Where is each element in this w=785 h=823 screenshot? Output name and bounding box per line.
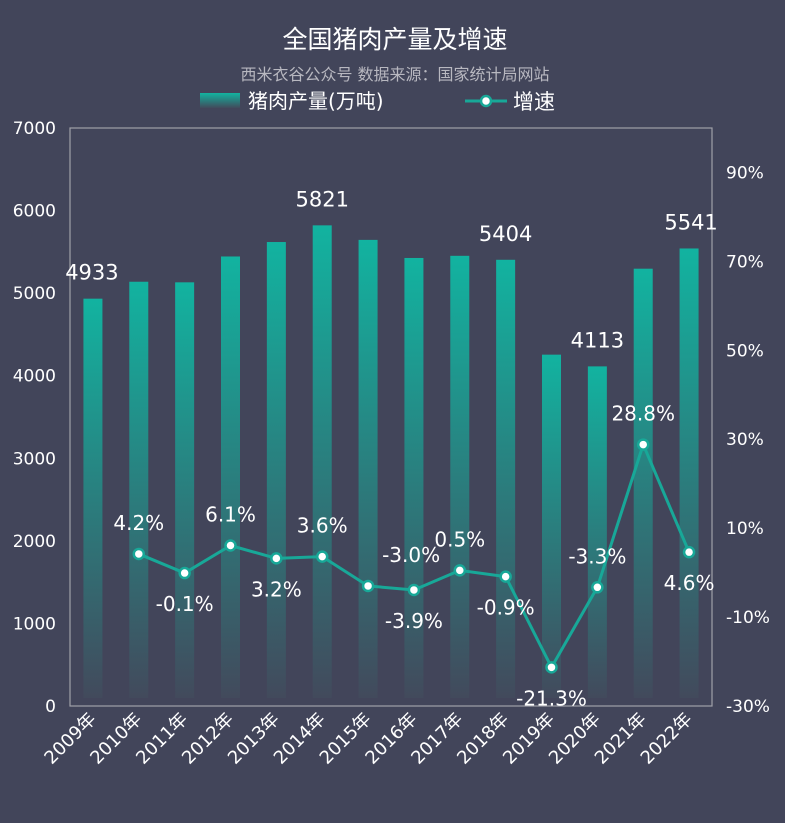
growth-label: 3.6%	[297, 514, 348, 538]
bar-2012年	[221, 256, 240, 698]
growth-label: 3.2%	[251, 577, 302, 601]
growth-label: -3.3%	[568, 544, 626, 568]
growth-point-2013年	[270, 552, 283, 565]
y-right-tick-label: 10%	[726, 519, 764, 539]
growth-point-2011年	[178, 566, 191, 580]
y-left-tick-label: 4000	[13, 367, 56, 387]
growth-label: 6.1%	[205, 502, 256, 526]
bar-2009年	[83, 298, 103, 698]
growth-label: -0.1%	[156, 592, 214, 616]
x-tick-label: 2022年	[637, 709, 697, 769]
y-left-tick-label: 5000	[13, 284, 56, 304]
y-right-tick-label: 90%	[726, 163, 764, 183]
y-left-tick-label: 3000	[13, 449, 56, 469]
legend-line-label: 增速	[513, 90, 555, 114]
bar-2022年	[679, 248, 699, 698]
bar-2017年	[450, 255, 470, 699]
growth-point-2015年	[361, 579, 375, 593]
growth-point-2022年	[682, 545, 696, 559]
legend-bar-swatch	[200, 93, 240, 108]
bar-2014年	[312, 225, 332, 698]
bar-value-label: 5821	[295, 187, 348, 211]
bar-2021年	[633, 268, 653, 698]
legend-bar-label: 猪肉产量(万吨)	[248, 89, 384, 113]
growth-point-2021年	[636, 438, 650, 451]
y-right-tick-label: -30%	[726, 697, 770, 717]
growth-label: 28.8%	[611, 402, 675, 426]
legend-line-marker	[479, 94, 493, 108]
bar-value-label: 5404	[479, 222, 532, 246]
bar-2010年	[129, 281, 149, 698]
growth-point-2018年	[499, 570, 512, 583]
y-left-tick-label: 7000	[13, 119, 56, 139]
growth-label: 4.2%	[113, 511, 164, 535]
y-left-tick-label: 6000	[13, 202, 56, 222]
chart-subtitle: 西米衣谷公众号 数据来源：国家统计局网站	[240, 65, 549, 84]
growth-label: 0.5%	[434, 527, 485, 551]
growth-point-2014年	[315, 550, 329, 563]
growth-label: 4.6%	[664, 571, 715, 595]
growth-point-2016年	[407, 583, 421, 597]
growth-label: -3.9%	[385, 609, 443, 633]
bar-2015年	[358, 239, 378, 699]
growth-label: -3.0%	[382, 543, 440, 567]
y-left-tick-label: 1000	[13, 614, 56, 634]
growth-point-2012年	[224, 539, 237, 552]
growth-point-2017年	[453, 564, 467, 577]
growth-point-2020年	[591, 581, 604, 594]
growth-point-2019年	[545, 661, 558, 674]
y-right-tick-label: -10%	[726, 608, 770, 628]
bar-value-label: 5541	[664, 210, 717, 234]
bar-value-label: 4933	[65, 261, 118, 285]
bar-2011年	[175, 282, 195, 698]
y-right-tick-label: 50%	[726, 341, 764, 361]
growth-label: -0.9%	[477, 596, 535, 620]
plot-frame	[69, 127, 713, 707]
bar-2019年	[542, 354, 561, 698]
bar-2018年	[496, 259, 516, 698]
y-right-tick-label: 30%	[726, 430, 764, 450]
growth-point-2010年	[132, 547, 146, 561]
bar-2013年	[266, 242, 286, 699]
bar-value-label: 4113	[571, 328, 624, 352]
chart-title: 全国猪肉产量及增速	[282, 25, 507, 54]
y-left-tick-label: 0	[45, 697, 56, 717]
bar-2020年	[587, 366, 607, 698]
legend: 猪肉产量(万吨) 增速	[200, 89, 555, 114]
y-right-tick-label: 70%	[726, 252, 764, 272]
growth-label: -21.3%	[516, 686, 587, 710]
y-left-tick-label: 2000	[13, 532, 56, 552]
